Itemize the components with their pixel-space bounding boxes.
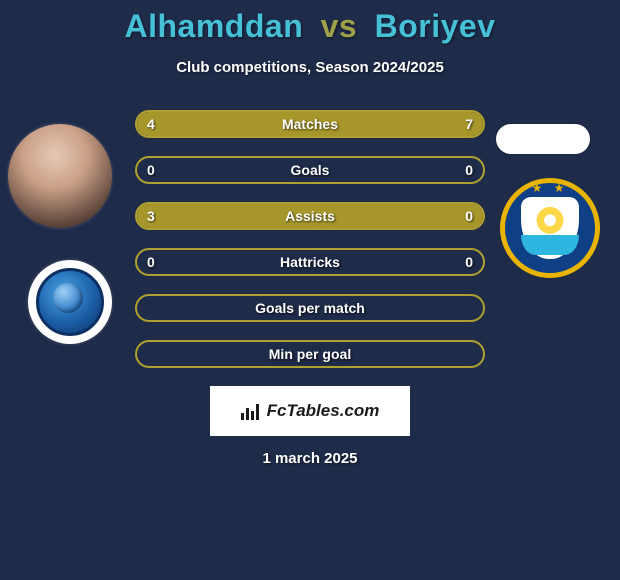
page-title: Alhamddan vs Boriyev <box>0 0 620 45</box>
date: 1 march 2025 <box>0 450 620 467</box>
title-vs: vs <box>321 8 358 44</box>
stat-value-right: 0 <box>465 208 473 224</box>
player-avatar-icon <box>8 124 112 228</box>
stat-value-right: 0 <box>465 254 473 270</box>
stat-label: Min per goal <box>269 346 351 362</box>
subtitle: Club competitions, Season 2024/2025 <box>0 59 620 76</box>
branding-text: FcTables.com <box>267 401 380 421</box>
stat-value-left: 3 <box>147 208 155 224</box>
stat-value-left: 4 <box>147 116 155 132</box>
stat-label: Matches <box>282 116 338 132</box>
stat-label: Hattricks <box>280 254 340 270</box>
stat-value-right: 7 <box>465 116 473 132</box>
stat-label: Assists <box>285 208 335 224</box>
stat-bar: 4 7 Matches <box>135 110 485 138</box>
stat-bar: Goals per match <box>135 294 485 322</box>
stat-value-left: 0 <box>147 254 155 270</box>
comparison-card: Alhamddan vs Boriyev Club competitions, … <box>0 0 620 580</box>
branding-badge: FcTables.com <box>210 386 410 436</box>
club-logo-left-icon <box>28 260 112 344</box>
stat-bar: 0 0 Hattricks <box>135 248 485 276</box>
country-flag-icon <box>496 124 590 154</box>
title-player1: Alhamddan <box>125 8 304 44</box>
stat-value-right: 0 <box>465 162 473 178</box>
stat-label: Goals per match <box>255 300 365 316</box>
stat-bar: 0 0 Goals <box>135 156 485 184</box>
club-logo-right-icon: ★ ★ <box>500 178 600 278</box>
stat-bar: 3 0 Assists <box>135 202 485 230</box>
stat-bar: Min per goal <box>135 340 485 368</box>
stat-value-left: 0 <box>147 162 155 178</box>
stat-row: Min per goal <box>0 340 620 368</box>
chart-icon <box>241 402 261 420</box>
stat-fill-left <box>137 112 263 136</box>
stat-label: Goals <box>291 162 330 178</box>
title-player2: Boriyev <box>375 8 496 44</box>
